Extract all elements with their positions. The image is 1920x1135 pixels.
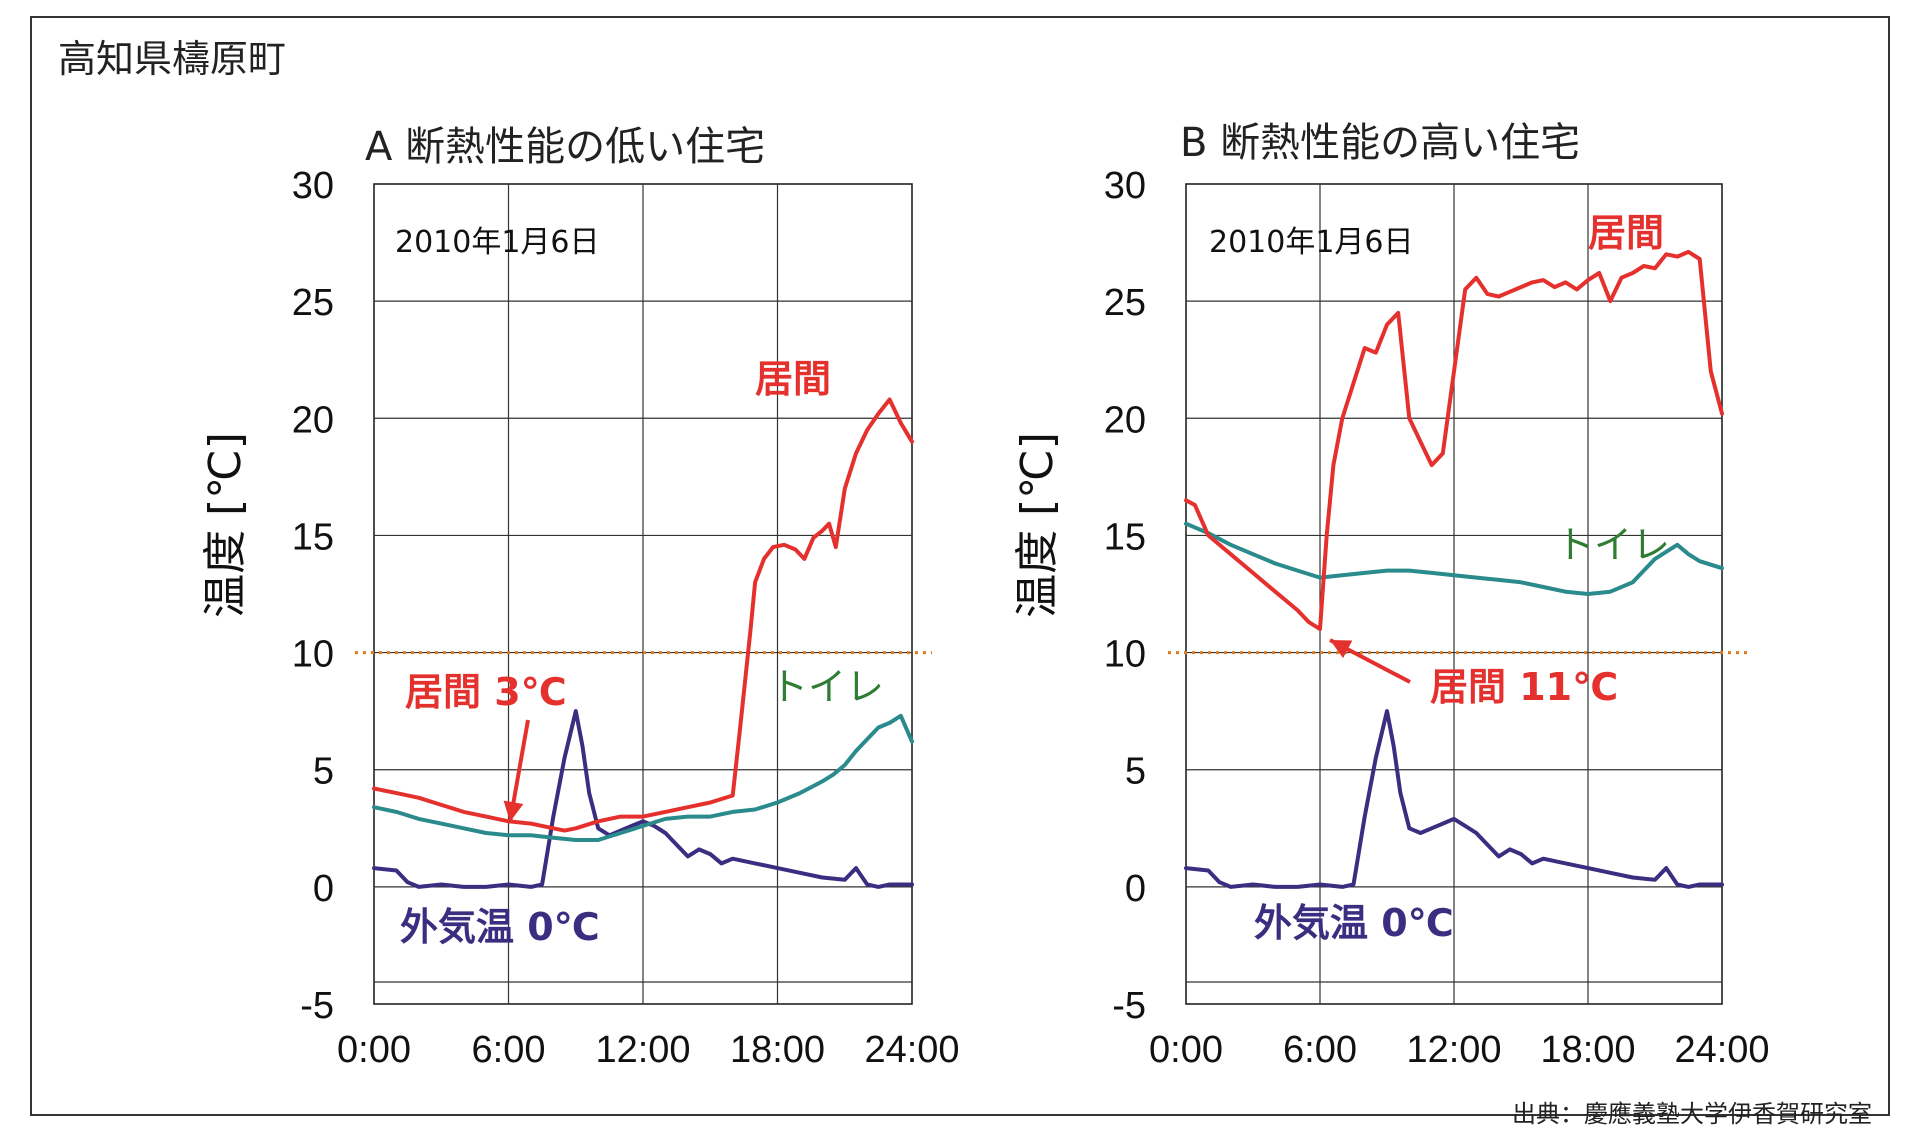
y-tick-label: 20 [1104,399,1146,441]
annotation-arrowhead [503,800,524,822]
source-credit: 出典：慶應義塾大学伊香賀研究室 [1512,1100,1872,1128]
y-tick-label: 0 [313,868,334,910]
series-annotation: トイレ [770,665,884,709]
y-axis-label: 温度 [℃] [1012,432,1063,618]
series-annotation: 居間 [1588,211,1664,255]
x-tick-label: 6:00 [1283,1029,1357,1071]
y-tick-label: 25 [292,282,334,324]
y-tick-label: -5 [300,985,334,1027]
series-annotation: 居間 11℃ [1430,665,1618,709]
series-annotation: 外気温 0℃ [1254,901,1454,945]
series-line-living [1184,249,1724,632]
series-annotation: 外気温 0℃ [400,905,600,949]
y-tick-label: 5 [313,751,334,793]
x-tick-label: 18:00 [1540,1029,1635,1071]
series-annotation: トイレ [1556,523,1670,567]
y-tick-label: 30 [292,165,334,207]
x-tick-label: 0:00 [1149,1029,1223,1071]
figure-frame [30,16,1890,1116]
x-tick-label: 24:00 [864,1029,959,1071]
x-tick-label: 6:00 [472,1029,546,1071]
y-axis-label: 温度 [℃] [200,432,251,618]
y-tick-label: 10 [1104,634,1146,676]
series-line-outdoor [1184,709,1724,889]
x-tick-label: 0:00 [337,1029,411,1071]
x-tick-label: 12:00 [1406,1029,1501,1071]
x-tick-label: 24:00 [1674,1029,1769,1071]
x-tick-label: 12:00 [595,1029,690,1071]
panel-b-title: B 断熱性能の高い住宅 [1180,120,1581,166]
y-tick-label: 5 [1125,751,1146,793]
series-line-toilet [1184,521,1724,596]
y-tick-label: -5 [1112,985,1146,1027]
date-label: 2010年1月6日 [395,225,600,260]
y-tick-label: 25 [1104,282,1146,324]
y-tick-label: 30 [1104,165,1146,207]
series-annotation: 居間 [755,357,831,401]
y-tick-label: 20 [292,399,334,441]
series-line-outdoor [372,709,914,889]
series-line-toilet [372,713,914,842]
x-tick-label: 18:00 [730,1029,825,1071]
series-annotation: 居間 3℃ [405,670,567,714]
date-label: 2010年1月6日 [1209,225,1414,260]
y-tick-label: 0 [1125,868,1146,910]
y-tick-label: 15 [292,516,334,558]
panel-a-title: A 断熱性能の低い住宅 [365,124,766,170]
annotation-arrowhead [1330,640,1353,659]
y-tick-label: 10 [292,634,334,676]
region-title: 高知県檮原町 [58,37,287,81]
y-tick-label: 15 [1104,516,1146,558]
